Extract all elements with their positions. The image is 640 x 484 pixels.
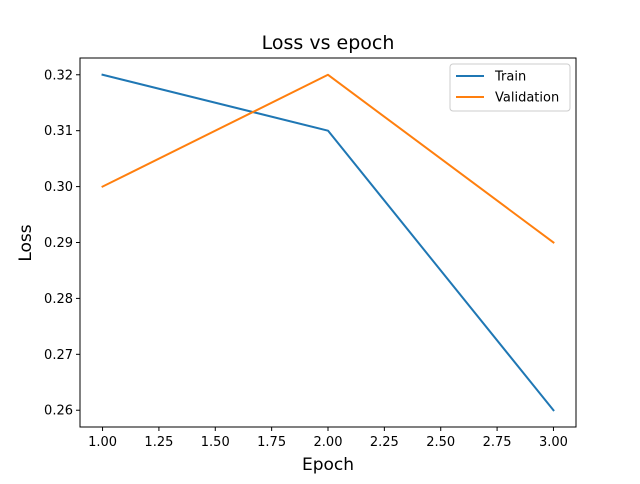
legend-label-validation: Validation — [495, 91, 559, 106]
y-tick-label: 0.32 — [44, 68, 73, 83]
x-tick-label: 1.00 — [88, 435, 117, 450]
series-line-validation — [101, 73, 555, 244]
x-tick-label: 2.25 — [370, 435, 399, 450]
x-axis-ticks: 1.00 1.25 1.50 1.75 2.00 2.25 2.50 2.75 3.00 — [88, 427, 568, 450]
y-tick-label: 0.31 — [44, 124, 73, 139]
y-axis-ticks: 0.26 0.27 0.28 0.29 0.30 0.31 0.32 — [44, 68, 80, 419]
y-axis-label: Loss — [16, 224, 36, 261]
x-tick-label: 1.75 — [257, 435, 286, 450]
chart-title: Loss vs epoch — [262, 32, 395, 54]
y-tick-label: 0.27 — [44, 348, 73, 363]
x-tick-label: 2.00 — [314, 435, 343, 450]
series-line-train — [101, 73, 555, 412]
series-lines — [101, 73, 555, 412]
x-tick-label: 1.25 — [144, 435, 173, 450]
y-tick-label: 0.30 — [44, 180, 73, 195]
plot-frame — [79, 57, 577, 428]
x-tick-label: 3.00 — [539, 435, 568, 450]
x-tick-label: 1.50 — [201, 435, 230, 450]
x-tick-label: 2.50 — [426, 435, 455, 450]
y-tick-label: 0.26 — [44, 404, 73, 419]
x-tick-label: 2.75 — [483, 435, 512, 450]
legend: Train Validation — [449, 63, 571, 112]
y-tick-label: 0.28 — [44, 292, 73, 307]
x-axis-label: Epoch — [302, 455, 354, 475]
y-tick-label: 0.29 — [44, 236, 73, 251]
legend-label-train: Train — [494, 70, 526, 85]
